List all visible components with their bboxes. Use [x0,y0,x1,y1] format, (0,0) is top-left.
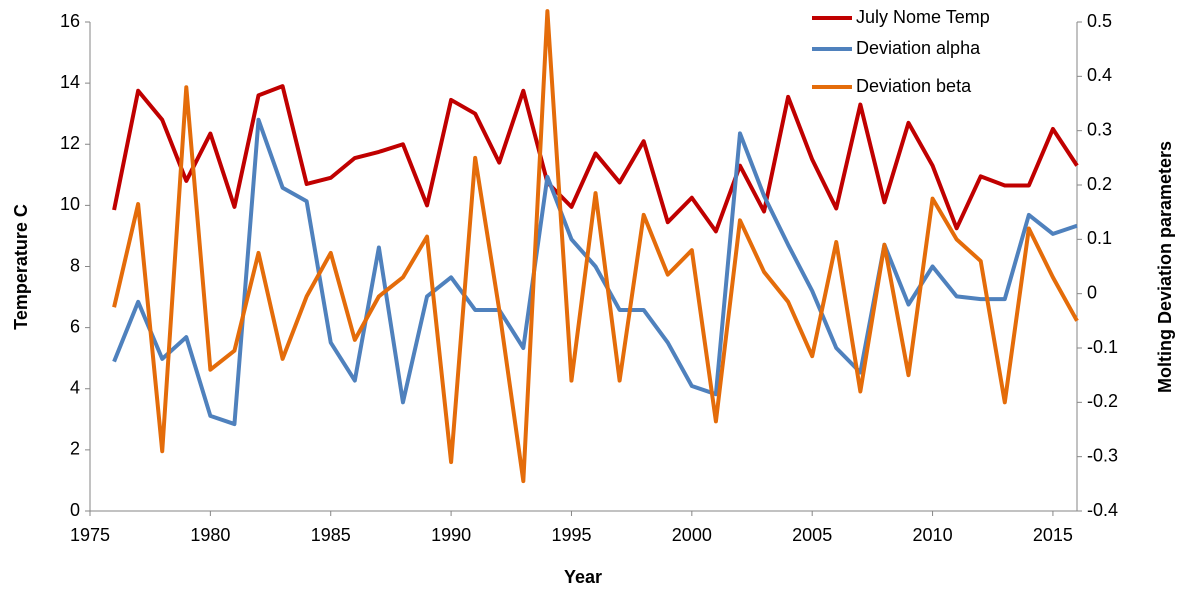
x-tick-label: 1975 [70,525,110,545]
x-tick-label: 2000 [672,525,712,545]
legend-label: Deviation beta [856,76,972,96]
series-line [112,9,1079,484]
y2-tick-label: 0.5 [1087,11,1112,31]
y2-tick-label: -0.4 [1087,500,1118,520]
series-line [112,117,1078,427]
y-tick-label: 4 [70,378,80,398]
y-tick-label: 16 [60,11,80,31]
x-tick-label: 2010 [913,525,953,545]
legend-label: July Nome Temp [856,7,990,27]
x-tick-label: 2015 [1033,525,1073,545]
x-tick-label: 1980 [190,525,230,545]
x-tick-label: 2005 [792,525,832,545]
y-tick-label: 8 [70,255,80,275]
y2-tick-label: 0.4 [1087,65,1112,85]
y2-tick-label: 0 [1087,282,1097,302]
y-tick-label: 0 [70,500,80,520]
y-tick-label: 10 [60,194,80,214]
y-tick-label: 12 [60,133,80,153]
y2-tick-label: -0.3 [1087,445,1118,465]
y2-tick-label: 0.2 [1087,174,1112,194]
y-tick-label: 6 [70,316,80,336]
y-axis-title: Temperature C [11,204,31,330]
y2-tick-label: -0.2 [1087,391,1118,411]
legend-label: Deviation alpha [856,38,981,58]
y2-tick-label: 0.1 [1087,228,1112,248]
series-line [112,84,1079,234]
y2-axis-title: Molting Deviation parameters [1155,141,1175,393]
x-tick-label: 1995 [551,525,591,545]
x-axis-title: Year [564,567,602,587]
y-tick-label: 14 [60,72,80,92]
y-tick-label: 2 [70,439,80,459]
x-tick-label: 1985 [311,525,351,545]
x-tick-label: 1990 [431,525,471,545]
y2-tick-label: -0.1 [1087,337,1118,357]
y2-tick-label: 0.3 [1087,119,1112,139]
